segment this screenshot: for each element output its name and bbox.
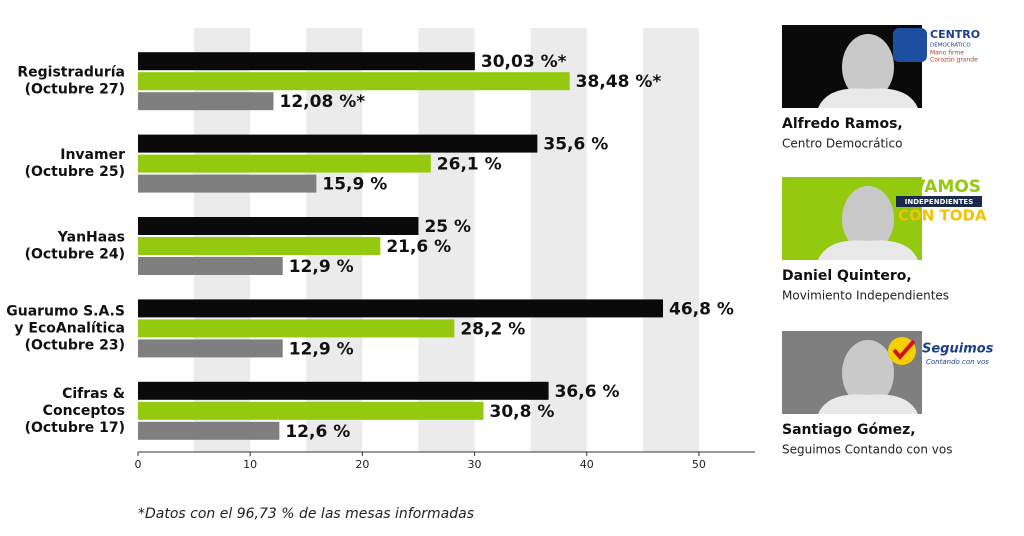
logo-band [896,196,982,207]
candidate-party: Movimiento Independientes [782,289,949,303]
x-tick-label: 20 [355,458,369,471]
bar [138,299,664,318]
photo-head [842,186,894,252]
category-label: Invamer (Octubre 25) [25,147,126,180]
stripe [642,28,699,452]
value-label: 30,8 % [490,402,555,422]
value-label: 25 % [424,217,471,237]
bar [138,52,475,71]
candidate-name: Alfredo Ramos, [782,116,903,132]
category-label: YanHaas (Octubre 24) [25,230,125,263]
stripe [418,28,475,452]
candidate-party: Centro Democrático [782,137,902,151]
logo-check [892,339,916,361]
footnote: *Datos con el 96,73 % de las mesas infor… [138,506,474,522]
x-tick-label: 0 [135,458,142,471]
logo-text: Seguimos [922,342,994,357]
value-label: 12,6 % [285,422,350,442]
logo-text: Contando con vos [926,358,989,366]
bar [138,154,431,173]
logo-text: DEMOCRÁTICO [930,42,971,49]
value-label: 28,2 % [460,319,525,339]
logo-text: CON TODA [898,207,987,225]
x-tick-label: 30 [468,458,482,471]
value-label: 12,9 % [289,339,354,359]
logo-text: Mano firme [930,50,964,57]
bar [138,319,455,338]
photo-shoulders [818,240,918,260]
photo-shoulders [818,394,918,414]
photo-shoulders [818,88,918,108]
value-label: 30,03 %* [481,52,567,72]
category-label: Registraduría (Octubre 27) [17,65,125,98]
x-tick-label: 10 [243,458,257,471]
bar [138,72,570,91]
value-label: 38,48 %* [576,72,662,92]
value-label: 36,6 % [555,382,620,402]
stripe [530,28,587,452]
candidate-name: Santiago Gómez, [782,422,916,438]
bar [138,401,484,420]
value-label: 26,1 % [437,155,502,175]
bar [138,257,283,275]
candidate-party: Seguimos Contando con vos [782,443,952,457]
value-label: 21,6 % [386,237,451,257]
value-label: 12,9 % [289,257,354,277]
bar [138,381,549,400]
category-label: Cifras & Conceptos (Octubre 17) [25,386,125,436]
photo-head [842,340,894,406]
bar [138,217,419,235]
logo-mark [893,28,927,62]
logo-text: #VAMOS [898,177,981,197]
bar [138,134,538,153]
photo-head [842,34,894,100]
category-label: Guarumo S.A.S y EcoAnalítica (Octubre 23) [6,303,125,353]
bar [138,339,283,358]
logo-text: Corazón grande [930,57,978,64]
value-label: 35,6 % [543,135,608,155]
bar [138,174,317,193]
bar [138,421,280,440]
bar [138,237,381,255]
value-label: 46,8 % [669,299,734,319]
x-tick-label: 40 [580,458,594,471]
candidate-name: Daniel Quintero, [782,268,912,284]
x-tick-label: 50 [692,458,706,471]
bar [138,92,274,111]
logo-text: INDEPENDIENTES [905,198,973,206]
logo-text: CENTRO [930,28,980,41]
value-label: 15,9 % [322,175,387,195]
value-label: 12,08 %* [280,92,366,112]
